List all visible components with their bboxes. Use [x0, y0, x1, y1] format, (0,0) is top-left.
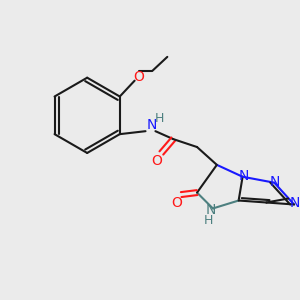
Text: N: N: [270, 175, 280, 189]
Text: N: N: [206, 203, 216, 218]
Text: O: O: [133, 70, 144, 84]
Text: N: N: [238, 169, 249, 183]
Text: H: H: [204, 214, 214, 227]
Text: O: O: [171, 196, 182, 209]
Text: N: N: [146, 118, 157, 132]
Text: O: O: [151, 154, 162, 168]
Text: N: N: [290, 196, 300, 211]
Text: H: H: [155, 112, 164, 125]
